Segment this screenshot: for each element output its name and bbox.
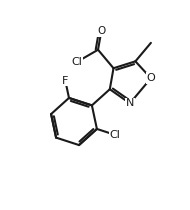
Text: O: O: [146, 73, 155, 83]
Text: O: O: [97, 26, 105, 36]
Text: F: F: [62, 76, 68, 85]
Text: Cl: Cl: [72, 57, 83, 67]
Text: N: N: [126, 98, 134, 108]
Text: Cl: Cl: [109, 130, 120, 140]
